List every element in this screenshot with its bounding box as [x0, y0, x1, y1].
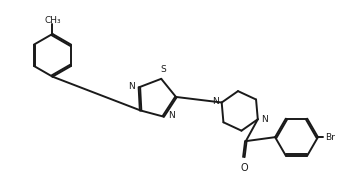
Text: N: N: [261, 115, 267, 124]
Text: N: N: [128, 82, 135, 91]
Text: N: N: [168, 111, 174, 120]
Text: N: N: [212, 97, 219, 106]
Text: O: O: [240, 163, 248, 173]
Text: Br: Br: [325, 133, 335, 142]
Text: S: S: [160, 65, 166, 74]
Text: CH₃: CH₃: [44, 16, 61, 25]
